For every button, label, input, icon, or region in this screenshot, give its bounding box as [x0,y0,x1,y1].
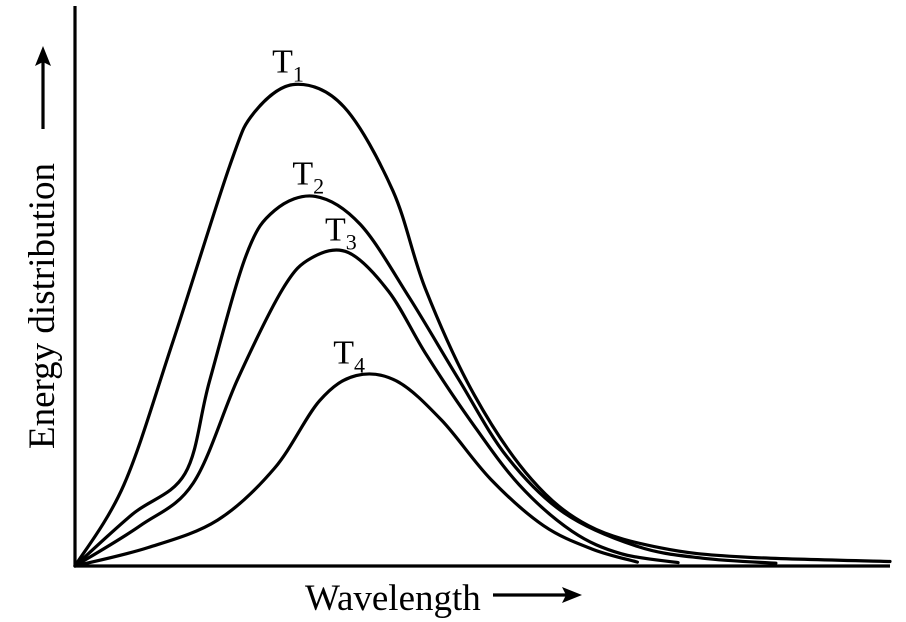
curve-label-name: T [272,43,293,80]
curve-t2 [73,194,778,568]
axes [73,6,890,568]
curve-label-t1: T1 [272,43,304,86]
curve-label-subscript: 1 [293,61,304,86]
curve-t4 [73,372,639,568]
curve-label-subscript: 2 [313,173,324,198]
curve-label-subscript: 3 [346,229,357,254]
curve-label-t3: T3 [325,211,357,254]
curve-label-subscript: 4 [354,353,365,378]
curve-label-name: T [292,155,313,192]
y-axis-label: Energy distribution [22,163,63,449]
x-axis-label: Wavelength [305,578,481,619]
curve-label-t4: T4 [333,335,365,378]
curve-label-t2: T2 [292,155,324,198]
curve-t1 [73,82,892,568]
x-axis-arrow [493,587,582,603]
curves [73,82,892,568]
curve-t3 [73,248,680,568]
curve-label-name: T [333,335,354,372]
curve-label-name: T [325,211,346,248]
y-axis-arrow [35,46,51,129]
